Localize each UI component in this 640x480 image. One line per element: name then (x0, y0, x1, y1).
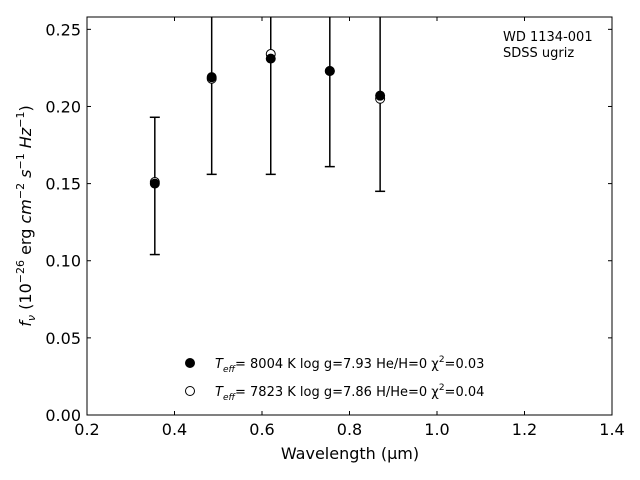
y-tick-label: 0.15 (45, 175, 81, 194)
plot-area (86, 16, 613, 416)
y-tick-label: 0.00 (45, 406, 81, 425)
x-tick-label: 1.0 (424, 420, 449, 439)
point-filled (375, 90, 386, 101)
y-axis-label: fν (10−26 erg cm−2 s−1 Hz−1) (14, 105, 38, 326)
legend-label-filled: Teff= 8004 K log g=7.93 He/H=0 χ2=0.03 (215, 355, 484, 375)
x-axis-label: Wavelength (μm) (281, 444, 419, 463)
legend-marker-open (185, 386, 195, 396)
x-tick-label: 0.6 (249, 420, 274, 439)
data-points (149, 49, 386, 189)
legend: Teff= 8004 K log g=7.93 He/H=0 χ2=0.03 T… (185, 355, 484, 403)
x-tick-label: 0.4 (162, 420, 187, 439)
legend-label-open: Teff= 7823 K log g=7.86 H/He=0 χ2=0.04 (215, 383, 484, 403)
legend-marker-filled (185, 358, 195, 368)
y-tick-label: 0.20 (45, 97, 81, 116)
point-filled (149, 178, 160, 189)
x-tick-label: 0.2 (74, 420, 99, 439)
y-tick-label: 0.25 (45, 20, 81, 39)
x-tick-label: 1.4 (599, 420, 624, 439)
axis-ticks: 0.2 0.4 0.6 0.8 1.0 1.2 1.4 0.00 0.05 0.10 0.15 0.2… (45, 17, 625, 439)
annotation-line-2: SDSS ugriz (503, 46, 574, 61)
x-tick-label: 0.8 (337, 420, 362, 439)
point-filled (324, 65, 335, 76)
point-filled (206, 72, 217, 83)
annotation-line-1: WD 1134-001 (503, 30, 593, 45)
y-tick-label: 0.05 (45, 329, 81, 348)
x-tick-label: 1.2 (512, 420, 537, 439)
point-filled (265, 53, 276, 64)
y-tick-label: 0.10 (45, 252, 81, 271)
